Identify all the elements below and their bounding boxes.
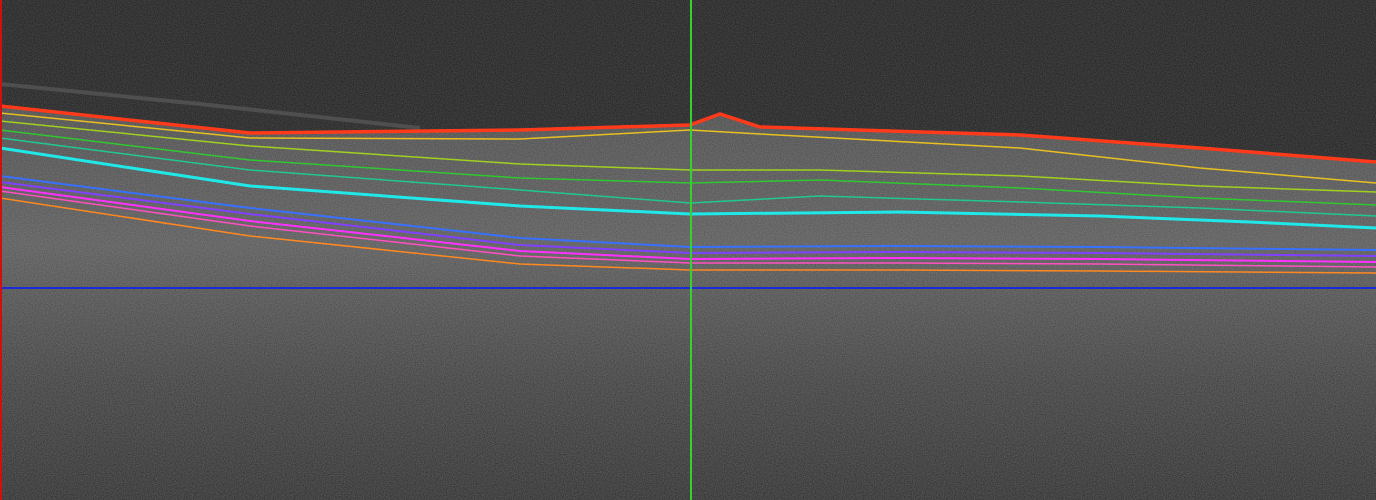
layer-boundary-rnfl-gcl [0,112,1376,184]
retina-tissue-speckle [0,106,1376,500]
layer-boundary-gcl-ipl [0,120,1376,193]
layer-boundary-ipl-inl [0,129,1376,206]
layer-boundary-ilm [0,104,1376,164]
layer-boundary-group [0,104,1376,274]
layer-boundary-inl-opl [0,137,1376,217]
layer-boundary-opl-onl [0,146,1376,230]
vitreous-floater-line [0,82,421,130]
scan-left-edge-marker [0,0,2,500]
